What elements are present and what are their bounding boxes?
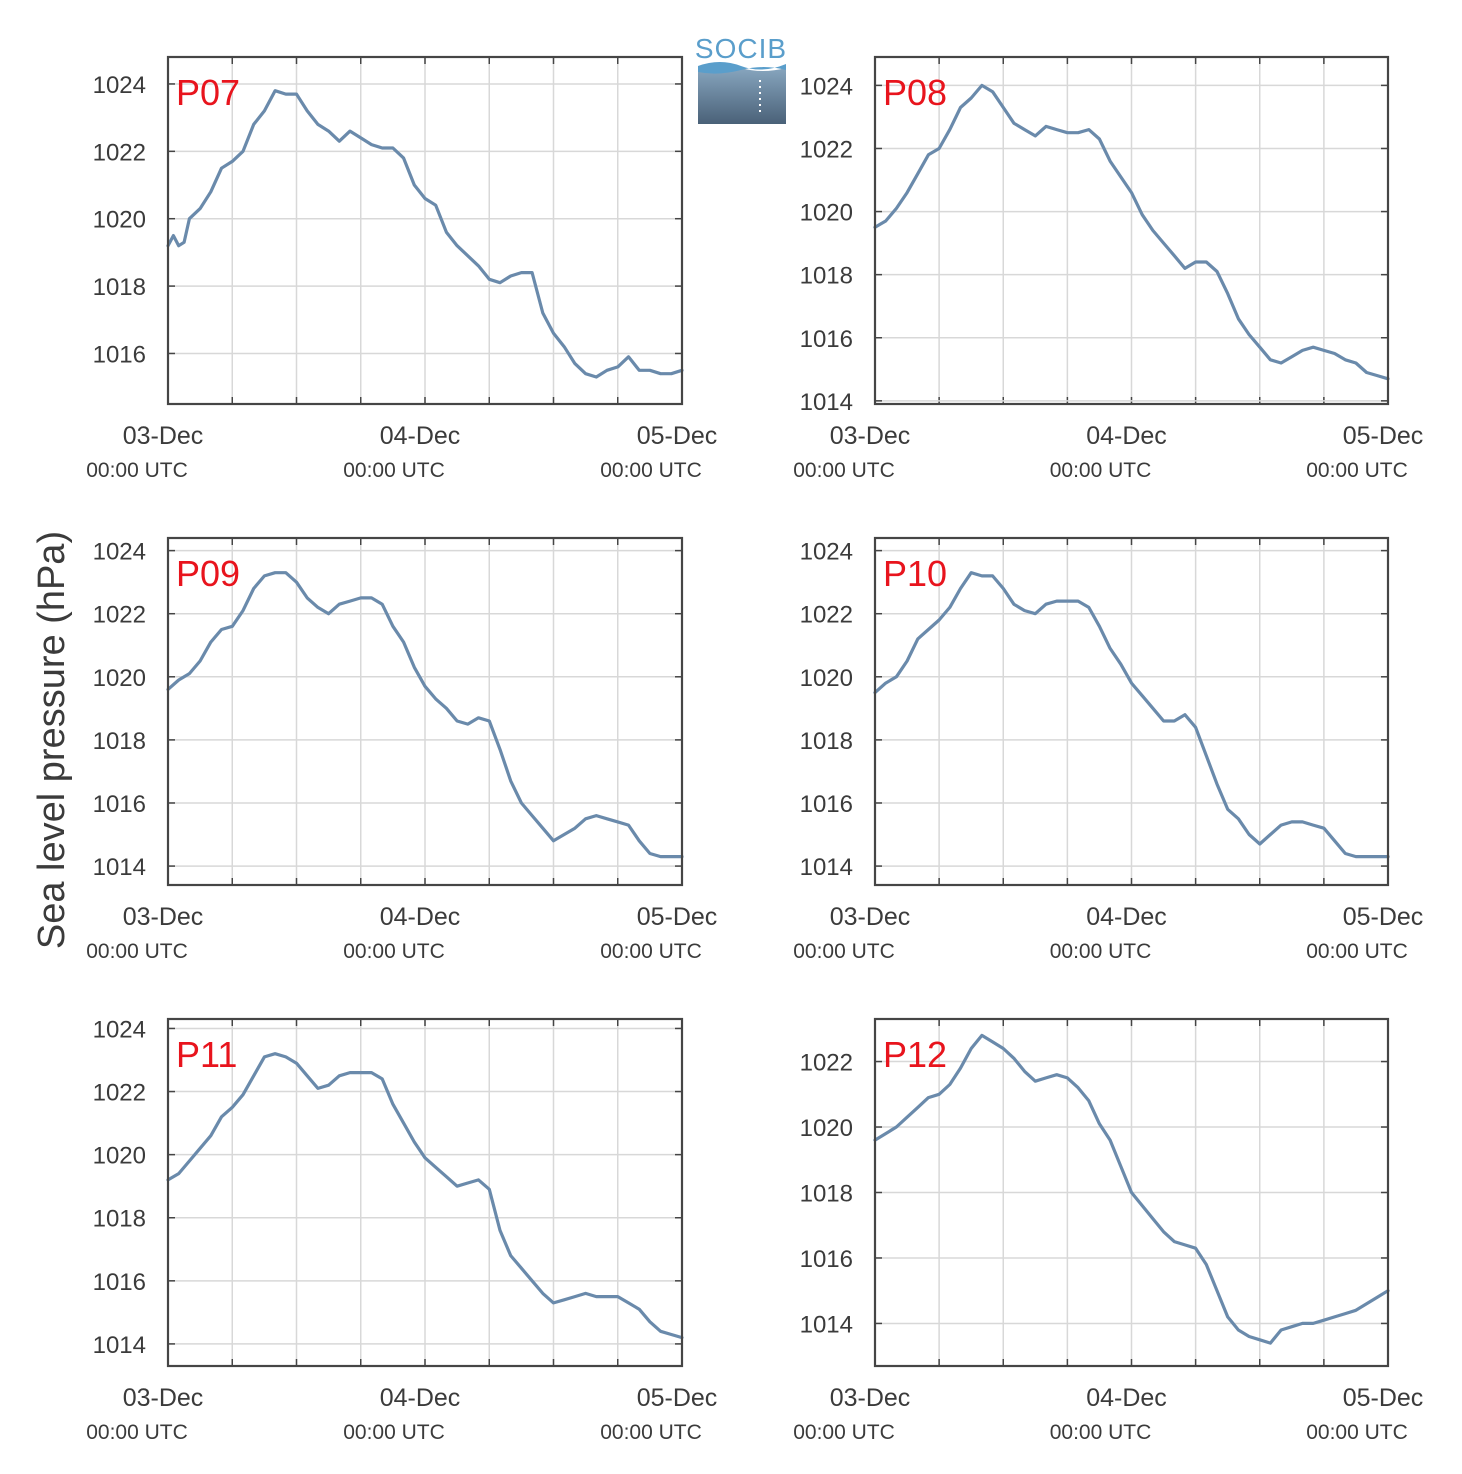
- y-tick-label: 1020: [800, 1115, 853, 1142]
- x-tick-label-date: 03-Dec: [123, 422, 204, 450]
- y-tick-label: 1018: [800, 728, 853, 755]
- logo-wave-icon: [698, 65, 786, 124]
- x-tick-label-date: 05-Dec: [1343, 422, 1424, 450]
- plot-frame: [873, 55, 1390, 406]
- panel-label: P08: [883, 72, 947, 113]
- panel-label: P11: [176, 1034, 237, 1075]
- y-tick-label: 1016: [800, 1246, 853, 1273]
- x-tick-label-date: 03-Dec: [830, 903, 911, 931]
- y-tick-label: 1020: [800, 200, 853, 227]
- y-tick-label: 1022: [800, 602, 853, 629]
- x-tick-label-date: 04-Dec: [1086, 1384, 1167, 1412]
- y-tick-label: 1018: [93, 274, 146, 301]
- x-tick-label-time: 00:00 UTC: [793, 459, 895, 482]
- y-tick-label: 1020: [93, 665, 146, 692]
- y-tick-label: 1014: [93, 1332, 146, 1359]
- plot-frame: [166, 536, 684, 887]
- panel-p12: 1014 1016 1018 1020 1022 P12 03-Dec 00:00 UTC 04…: [793, 1017, 1424, 1444]
- series-line-p08: [873, 83, 1390, 381]
- y-tick-label: 1024: [93, 539, 146, 566]
- series-line-p09: [166, 571, 684, 859]
- y-tick-label: 1020: [93, 1143, 146, 1170]
- x-tick-label-time: 00:00 UTC: [343, 940, 445, 963]
- panel-label: P09: [176, 553, 240, 594]
- x-tick-label-date: 05-Dec: [1343, 1384, 1424, 1412]
- y-tick-label: 1024: [800, 73, 853, 100]
- y-axis-label: Sea level pressure (hPa): [31, 531, 73, 949]
- y-tick-label: 1022: [800, 1050, 853, 1077]
- y-tick-label: 1014: [800, 1311, 853, 1338]
- y-tick-label: 1016: [93, 341, 146, 368]
- x-tick-label-time: 00:00 UTC: [1050, 459, 1152, 482]
- y-tick-label: 1022: [800, 136, 853, 163]
- panel-p08: 1014 1016 1018 1020 1022 1024 P08 03-Dec 00:00 U…: [793, 55, 1424, 482]
- x-tick-label-time: 00:00 UTC: [1306, 940, 1408, 963]
- x-tick-label-date: 05-Dec: [637, 903, 718, 931]
- y-tick-label: 1024: [93, 1016, 146, 1043]
- x-tick-label-date: 04-Dec: [1086, 422, 1167, 450]
- x-tick-label-date: 03-Dec: [123, 903, 204, 931]
- x-tick-label-time: 00:00 UTC: [86, 459, 188, 482]
- x-tick-label-time: 00:00 UTC: [600, 1421, 702, 1444]
- y-tick-label: 1024: [93, 72, 146, 99]
- x-tick-label-date: 05-Dec: [637, 422, 718, 450]
- plot-frame: [166, 1017, 684, 1368]
- series-line-p12: [873, 1033, 1390, 1345]
- plot-frame: [873, 1017, 1390, 1368]
- x-tick-label-time: 00:00 UTC: [600, 459, 702, 482]
- y-tick-label: 1014: [800, 389, 853, 416]
- x-tick-label-date: 03-Dec: [830, 422, 911, 450]
- x-tick-label-time: 00:00 UTC: [1306, 1421, 1408, 1444]
- panel-p10: 1014 1016 1018 1020 1022 1024 P10 03-Dec 00:00 U…: [793, 536, 1424, 963]
- y-tick-label: 1022: [93, 139, 146, 166]
- y-tick-label: 1022: [93, 1080, 146, 1107]
- x-tick-label-time: 00:00 UTC: [1050, 940, 1152, 963]
- x-tick-label-date: 05-Dec: [1343, 903, 1424, 931]
- x-tick-label-time: 00:00 UTC: [86, 940, 188, 963]
- socib-logo: SOCIB: [695, 33, 787, 124]
- y-tick-label: 1016: [93, 791, 146, 818]
- x-tick-label-time: 00:00 UTC: [343, 459, 445, 482]
- plot-frame: [873, 536, 1390, 887]
- y-tick-label: 1022: [93, 602, 146, 629]
- y-tick-label: 1014: [800, 854, 853, 881]
- y-tick-label: 1016: [800, 791, 853, 818]
- y-tick-label: 1016: [800, 326, 853, 353]
- x-tick-label-date: 05-Dec: [637, 1384, 718, 1412]
- x-tick-label-date: 04-Dec: [380, 422, 461, 450]
- y-tick-label: 1016: [93, 1269, 146, 1296]
- y-tick-label: 1020: [93, 207, 146, 234]
- y-tick-label: 1018: [800, 1181, 853, 1208]
- series-line-p10: [873, 571, 1390, 859]
- x-tick-label-date: 04-Dec: [380, 903, 461, 931]
- panel-p07: 1016 1018 1020 1022 1024 P07 03-Dec 00:00 UTC 04…: [86, 55, 718, 482]
- plot-frame: [166, 55, 684, 406]
- x-tick-label-time: 00:00 UTC: [86, 1421, 188, 1444]
- x-tick-label-time: 00:00 UTC: [600, 940, 702, 963]
- x-tick-label-time: 00:00 UTC: [793, 1421, 895, 1444]
- panel-p09: 1014 1016 1018 1020 1022 1024 P09 03-Dec 00:00 U…: [86, 536, 718, 963]
- y-tick-label: 1014: [93, 854, 146, 881]
- x-tick-label-time: 00:00 UTC: [343, 1421, 445, 1444]
- panel-p11: 1014 1016 1018 1020 1022 1024 P11 03-Dec 00:00 U…: [86, 1016, 717, 1444]
- x-tick-label-date: 04-Dec: [380, 1384, 461, 1412]
- y-tick-label: 1018: [800, 263, 853, 290]
- x-tick-label-time: 00:00 UTC: [1306, 459, 1408, 482]
- panel-label: P07: [176, 72, 240, 113]
- y-tick-label: 1020: [800, 665, 853, 692]
- series-line-p07: [166, 89, 684, 379]
- y-tick-label: 1024: [800, 539, 853, 566]
- panel-label: P10: [883, 553, 947, 594]
- logo-text: SOCIB: [695, 33, 787, 64]
- x-tick-label-date: 03-Dec: [830, 1384, 911, 1412]
- x-tick-label-time: 00:00 UTC: [793, 940, 895, 963]
- panel-label: P12: [883, 1034, 947, 1075]
- y-tick-label: 1018: [93, 1206, 146, 1233]
- x-tick-label-date: 03-Dec: [123, 1384, 204, 1412]
- x-tick-label-time: 00:00 UTC: [1050, 1421, 1152, 1444]
- x-tick-label-date: 04-Dec: [1086, 903, 1167, 931]
- series-line-p11: [166, 1052, 684, 1340]
- y-tick-label: 1018: [93, 728, 146, 755]
